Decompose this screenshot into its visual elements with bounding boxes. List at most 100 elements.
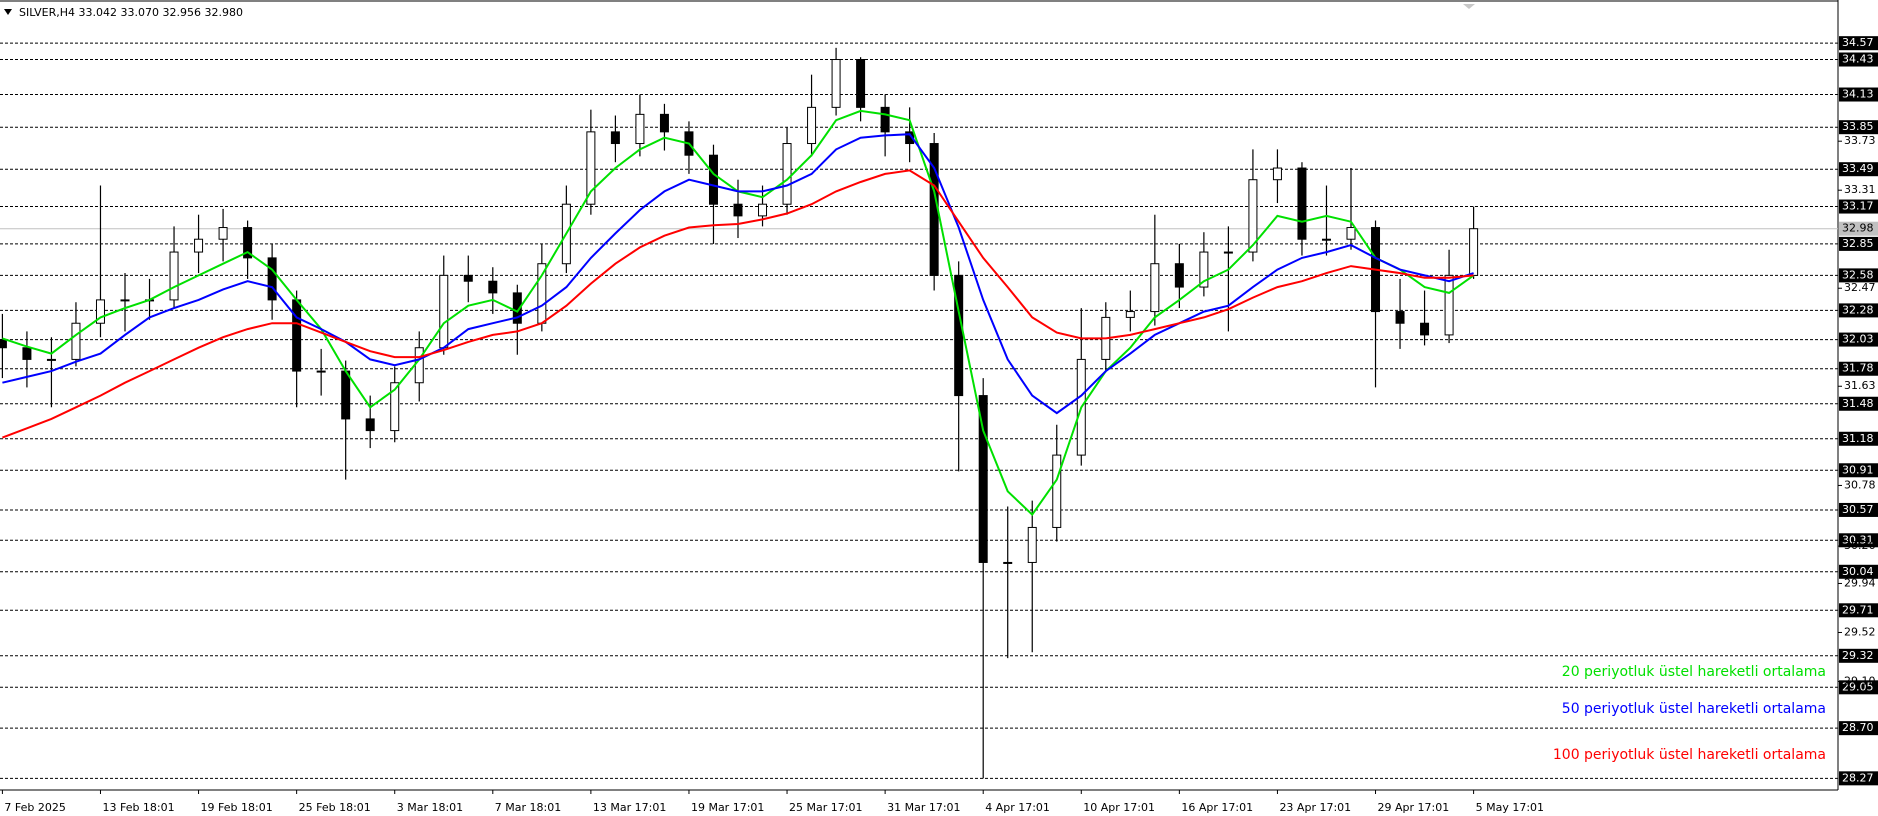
candle-body [414,347,424,384]
level-label: 33.85 [1842,120,1874,133]
level-label: 33.17 [1842,200,1874,213]
candle-body [831,59,841,108]
level-label: 29.32 [1842,649,1874,662]
chart-title: SILVER,H4 33.042 33.070 32.956 32.980 [19,6,243,19]
x-tick-label: 25 Mar 17:01 [789,801,862,814]
candle-body [978,395,988,563]
moving-average-line [2,169,1474,439]
level-label-box [1839,120,1878,135]
candle-body [1297,167,1307,240]
level-label-box [1839,721,1878,736]
level-label: 31.18 [1842,432,1874,445]
candle-body [267,257,277,301]
candle-body [610,131,620,145]
level-label: 28.27 [1842,771,1874,784]
x-tick-label: 31 Mar 17:01 [887,801,960,814]
candle-body [316,370,326,373]
level-label-box [1839,36,1878,51]
x-tick-label: 7 Mar 18:01 [495,801,561,814]
candle-body [1027,526,1037,563]
candle-body [1272,167,1282,181]
candle-body [120,299,130,302]
x-tick-label: 16 Apr 17:01 [1181,801,1253,814]
candle-body [390,382,400,432]
level-label-box [1839,162,1878,177]
candle-body [1052,454,1062,528]
candle-body [1469,228,1479,276]
candle-body [659,113,669,133]
x-tick-label: 7 Feb 2025 [4,801,65,814]
candle-body [586,131,596,205]
y-tick-label: 30.78 [1844,478,1876,491]
candle-body [1174,263,1184,288]
x-tick-label: 5 May 17:01 [1476,801,1544,814]
current-price-label: 32.98 [1842,222,1874,235]
moving-average-line [2,133,1474,415]
candle-body [1248,179,1258,253]
candle-body [71,322,81,360]
candle-body [365,418,375,432]
y-tick-label: 29.10 [1844,674,1876,687]
level-label-box [1839,52,1878,67]
candle-body [1150,263,1160,313]
level-label-box [1839,564,1878,579]
level-label: 34.13 [1842,88,1874,101]
y-tick-label: 29.52 [1844,625,1876,638]
x-tick-label: 23 Apr 17:01 [1279,801,1351,814]
level-label-box [1839,332,1878,347]
y-tick-label: 29.94 [1844,576,1876,589]
level-label: 32.58 [1842,268,1874,281]
candle-body [1003,561,1013,564]
level-label: 32.85 [1842,237,1874,250]
candle-body [1125,311,1135,318]
legend-entry: 20 periyotluk üstel hareketli ortalama [1562,664,1826,680]
level-label: 34.43 [1842,53,1874,66]
menu-triangle[interactable] [4,9,12,15]
level-label-box [1839,533,1878,548]
candle-body [1395,311,1405,324]
y-tick-label: 31.63 [1844,379,1876,392]
x-tick-label: 13 Mar 17:01 [593,801,666,814]
level-label: 31.78 [1842,362,1874,375]
candle-body [856,59,866,108]
x-tick-label: 13 Feb 18:01 [102,801,174,814]
candle-body [1420,322,1430,336]
candle-body [1321,238,1331,241]
candle-body [880,106,890,133]
x-tick-label: 29 Apr 17:01 [1378,801,1450,814]
level-label-box [1839,199,1878,214]
level-label: 30.04 [1842,565,1874,578]
x-tick-label: 19 Mar 17:01 [691,801,764,814]
x-tick-label: 19 Feb 18:01 [201,801,273,814]
level-label-box [1839,303,1878,318]
level-label: 29.71 [1842,603,1874,616]
level-label: 31.48 [1842,397,1874,410]
x-tick-label: 4 Apr 17:01 [985,801,1050,814]
candle-body [1444,274,1454,336]
level-label: 32.03 [1842,333,1874,346]
candle-body [1199,251,1209,288]
candle-body [1223,251,1233,254]
x-tick-label: 3 Mar 18:01 [397,801,463,814]
candle-body [758,203,768,217]
y-tick-label: 33.73 [1844,134,1876,147]
candle-body [512,292,522,324]
legend-entry: 50 periyotluk üstel hareketli ortalama [1562,701,1826,717]
candle-body [292,299,302,372]
level-label: 32.28 [1842,303,1874,316]
level-label-box [1839,771,1878,786]
level-label-box [1839,648,1878,663]
level-label: 30.91 [1842,463,1874,476]
level-label-box [1839,680,1878,695]
level-label-box [1839,463,1878,478]
candle-body [463,274,473,282]
candle-body [194,238,204,253]
candle-body [782,143,792,205]
level-label: 30.31 [1842,533,1874,546]
legend-entry: 100 periyotluk üstel hareketli ortalama [1553,747,1826,763]
candle-body [341,370,351,420]
level-label-box [1839,87,1878,102]
y-tick-label: 30.26 [1844,539,1876,552]
